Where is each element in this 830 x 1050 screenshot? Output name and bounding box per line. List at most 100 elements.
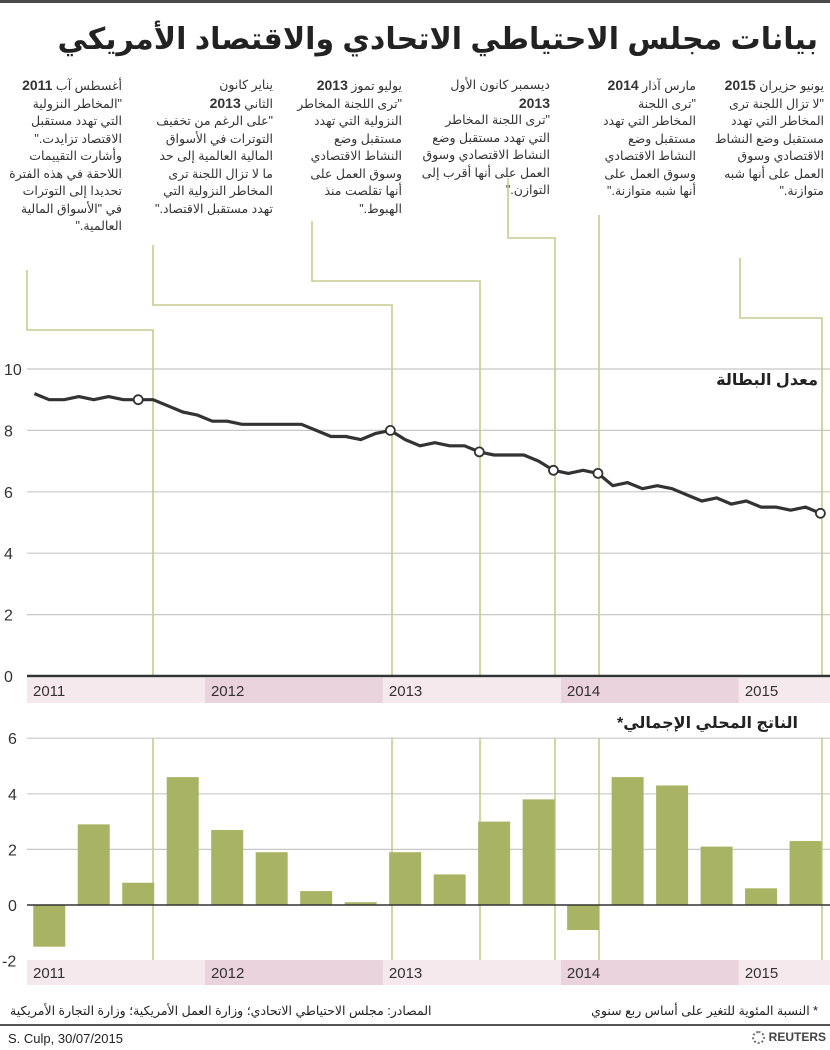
y-tick-label: 0 — [8, 898, 17, 915]
annotation-line: أنها تقلصت منذ — [324, 184, 402, 198]
y-tick-label: 8 — [4, 423, 13, 440]
annotation-connector — [152, 245, 393, 676]
annotation-line: المالية العالمية إلى حد — [159, 149, 273, 163]
annotation-line: التوازن." — [505, 183, 550, 197]
annotation-line: التي تهدد مستقبل وضع — [432, 130, 550, 145]
gdp-bar — [433, 874, 466, 905]
gdp-bar — [300, 891, 333, 905]
gdp-year-band — [738, 960, 830, 985]
annotation-jul2013: يوليو تموز 2013 "ترى اللجنة المخاطر النزول… — [262, 77, 402, 218]
annotation-line: "ترى اللجنة — [637, 96, 696, 111]
annotation-heading: يناير كانون الثاني 2013 — [209, 78, 273, 111]
y-tick-label: 10 — [4, 362, 22, 379]
sources-text: المصادر: مجلس الاحتياطي الاتحادي؛ وزارة … — [10, 1004, 432, 1018]
gdp-label: الناتج المحلي الإجمالي* — [616, 715, 798, 732]
gdp-bar — [389, 852, 422, 905]
event-marker — [473, 446, 485, 458]
reuters-wordmark: REUTERS — [768, 1030, 826, 1044]
annotation-mar2014: مارس آذار 2014 "ترى اللجنة المخاطر التي ته… — [556, 77, 696, 201]
event-marker — [384, 424, 396, 436]
annotation-line: متوازنة." — [779, 184, 824, 198]
annotation-line: وأشارت التقييمات — [29, 149, 122, 163]
annotation-line: تحديدا إلى التوترات — [22, 184, 122, 198]
annotation-line: وسوق العمل على — [310, 166, 402, 181]
annotation-line: ما لا تزال اللجنة ترى — [168, 166, 273, 181]
annotation-line: وسوق العمل على — [604, 166, 696, 181]
gdp-year-label: 2015 — [745, 965, 778, 982]
annotation-line: مستقبل وضع — [334, 131, 402, 146]
annotation-line: "ترى اللجنة المخاطر — [445, 113, 550, 127]
author-credit: S. Culp, 30/07/2015 — [8, 1031, 123, 1046]
gdp-bar — [33, 905, 66, 947]
unemployment-year-band — [560, 678, 739, 703]
annotation-aug2011: أغسطس آب 2011 "المخاطر النزولية التي تهدد … — [0, 77, 122, 236]
gdp-year-label: 2014 — [567, 965, 600, 982]
unemployment-year-band — [738, 678, 830, 703]
annotation-connector — [26, 270, 154, 676]
unemployment-year-band — [204, 678, 383, 703]
annotation-heading: يوليو تموز 2013 — [316, 77, 402, 93]
unemployment-year-label: 2012 — [211, 683, 244, 700]
annotation-line: اللاحقة في هذه الفترة — [9, 166, 122, 181]
reuters-logo-icon — [751, 1030, 765, 1044]
annotation-line: المخاطر النزولية التي — [163, 184, 273, 198]
annotation-line: "ترى اللجنة المخاطر — [297, 96, 402, 111]
unemployment-year-label: 2013 — [389, 683, 422, 700]
y-tick-label: 4 — [4, 546, 13, 563]
gdp-bar — [700, 846, 733, 905]
annotation-heading: أغسطس آب 2011 — [22, 77, 122, 93]
unemployment-line — [33, 392, 822, 515]
y-tick-label: 4 — [8, 787, 17, 804]
annotation-line: العمل على أنها شبه — [724, 166, 824, 181]
annotation-line: الهبوط." — [359, 201, 402, 216]
annotation-line: "المخاطر النزولية — [32, 96, 122, 111]
annotation-line: في "الأسواق المالية — [20, 201, 122, 216]
unemployment-year-band — [27, 678, 205, 703]
annotation-jun2015: يونيو حزيران 2015 "لا تزال اللجنة ترى المخ… — [694, 77, 824, 201]
gdp-year-label: 2011 — [33, 965, 65, 982]
unemployment-year-label: 2015 — [745, 683, 778, 700]
annotation-connector — [507, 178, 556, 676]
annotation-line: تهدد مستقبل الاقتصاد." — [155, 201, 273, 216]
annotation-heading: مارس آذار 2014 — [607, 77, 696, 93]
gdp-year-band — [27, 960, 205, 985]
gdp-bar — [656, 785, 689, 905]
gdp-bar — [745, 888, 778, 905]
y-tick-label: 6 — [4, 485, 13, 502]
annotation-line: النشاط الاقتصادي وسوق — [422, 148, 550, 162]
annotation-jan2013: يناير كانون الثاني 2013 "على الرغم من تخفي… — [123, 77, 273, 218]
gdp-bar — [255, 852, 288, 905]
gdp-bar — [522, 799, 555, 905]
footnote-text: * النسبة المئوية للتغير على أساس ربع سنو… — [591, 1004, 818, 1018]
annotation-heading: يونيو حزيران 2015 — [724, 77, 824, 93]
gdp-bar — [567, 905, 600, 931]
annotation-connector — [311, 221, 481, 676]
event-marker — [592, 467, 604, 479]
annotation-line: المخاطر التي تهدد — [730, 114, 824, 128]
gdp-bar — [789, 841, 822, 905]
event-marker — [548, 464, 559, 476]
gdp-bar — [122, 882, 155, 905]
annotation-line: التي تهدد مستقبل — [31, 114, 122, 128]
gdp-bar — [478, 821, 511, 905]
gdp-year-band — [204, 960, 383, 985]
top-rule — [0, 0, 830, 3]
y-tick-label: 2 — [8, 842, 17, 859]
annotation-line: النزولية التي تهدد — [313, 114, 402, 128]
annotation-line: النشاط الاقتصادي — [310, 149, 402, 163]
annotation-line: العالمية." — [75, 219, 122, 233]
y-tick-label: 6 — [8, 731, 17, 748]
annotation-line: أنها شبه متوازنة." — [607, 184, 696, 198]
gdp-year-band — [560, 960, 739, 985]
gdp-bar — [77, 824, 110, 905]
gdp-bar — [211, 829, 244, 905]
unemployment-label: معدل البطالة — [716, 372, 818, 389]
y-tick-label: 2 — [4, 608, 13, 625]
annotation-line: الاقتصاد تزايدت." — [34, 131, 122, 146]
annotation-line: "على الرغم من تخفيف — [156, 114, 273, 128]
unemployment-year-band — [382, 678, 561, 703]
page-title: بيانات مجلس الاحتياطي الاتحادي والاقتصاد… — [57, 23, 818, 56]
gdp-bar — [166, 777, 199, 905]
y-tick-label: -2 — [2, 954, 16, 971]
